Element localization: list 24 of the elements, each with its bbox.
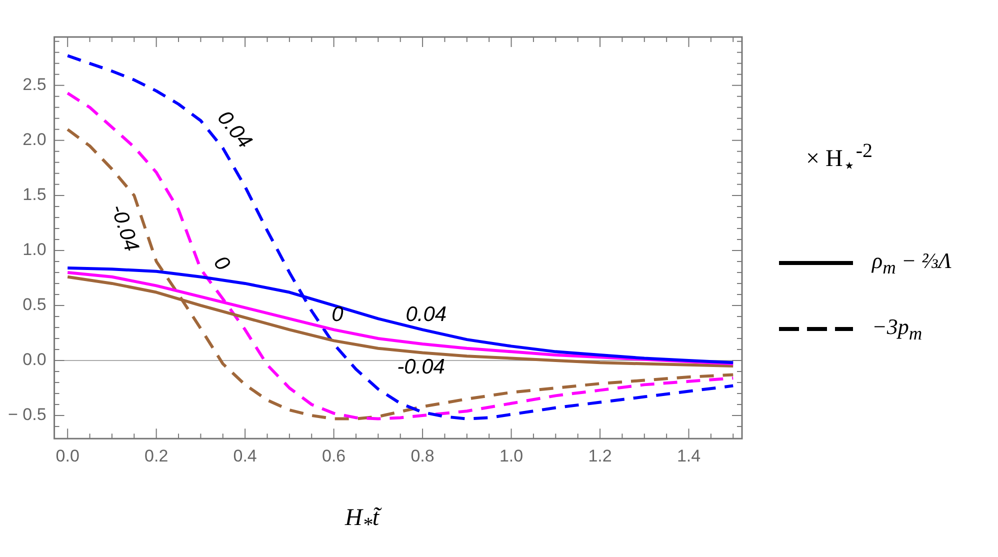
x-tick-label: 0.6 — [322, 446, 346, 466]
x-tick-label: 0.8 — [410, 446, 434, 466]
y-tick-label: 2.0 — [22, 130, 46, 150]
x-tick-label: 1.0 — [499, 446, 524, 466]
x-tick-label: 1.2 — [588, 446, 612, 466]
annotation: 0.04 — [406, 302, 447, 326]
annotation: 0 — [208, 252, 235, 276]
y-tick-label: 2.5 — [22, 75, 46, 94]
annotation: 0 — [332, 302, 344, 326]
y-tick-label: 0.0 — [22, 350, 46, 370]
text: ρ$_{m}$ − ⅔Λ — [872, 248, 952, 278]
x-tick-label: 0.4 — [233, 446, 257, 466]
text: −3p$_{m}$ — [872, 314, 922, 344]
y-tick-label: 1.0 — [22, 240, 46, 260]
x-tick-label: 0.0 — [56, 446, 80, 466]
x-tick-label: 0.2 — [144, 446, 168, 466]
annotation: 0.04 — [212, 106, 256, 153]
y-tick-label: 0.5 — [22, 295, 46, 314]
annotation: -0.04 — [106, 202, 144, 254]
x-tick-label: 1.4 — [676, 446, 701, 466]
annotation: -0.04 — [397, 356, 445, 379]
y-tick-label: − 0.5 — [8, 405, 46, 424]
y-tick-label: 1.5 — [22, 185, 46, 204]
x-axis-title: H$_{*}$t̃ — [345, 505, 380, 537]
